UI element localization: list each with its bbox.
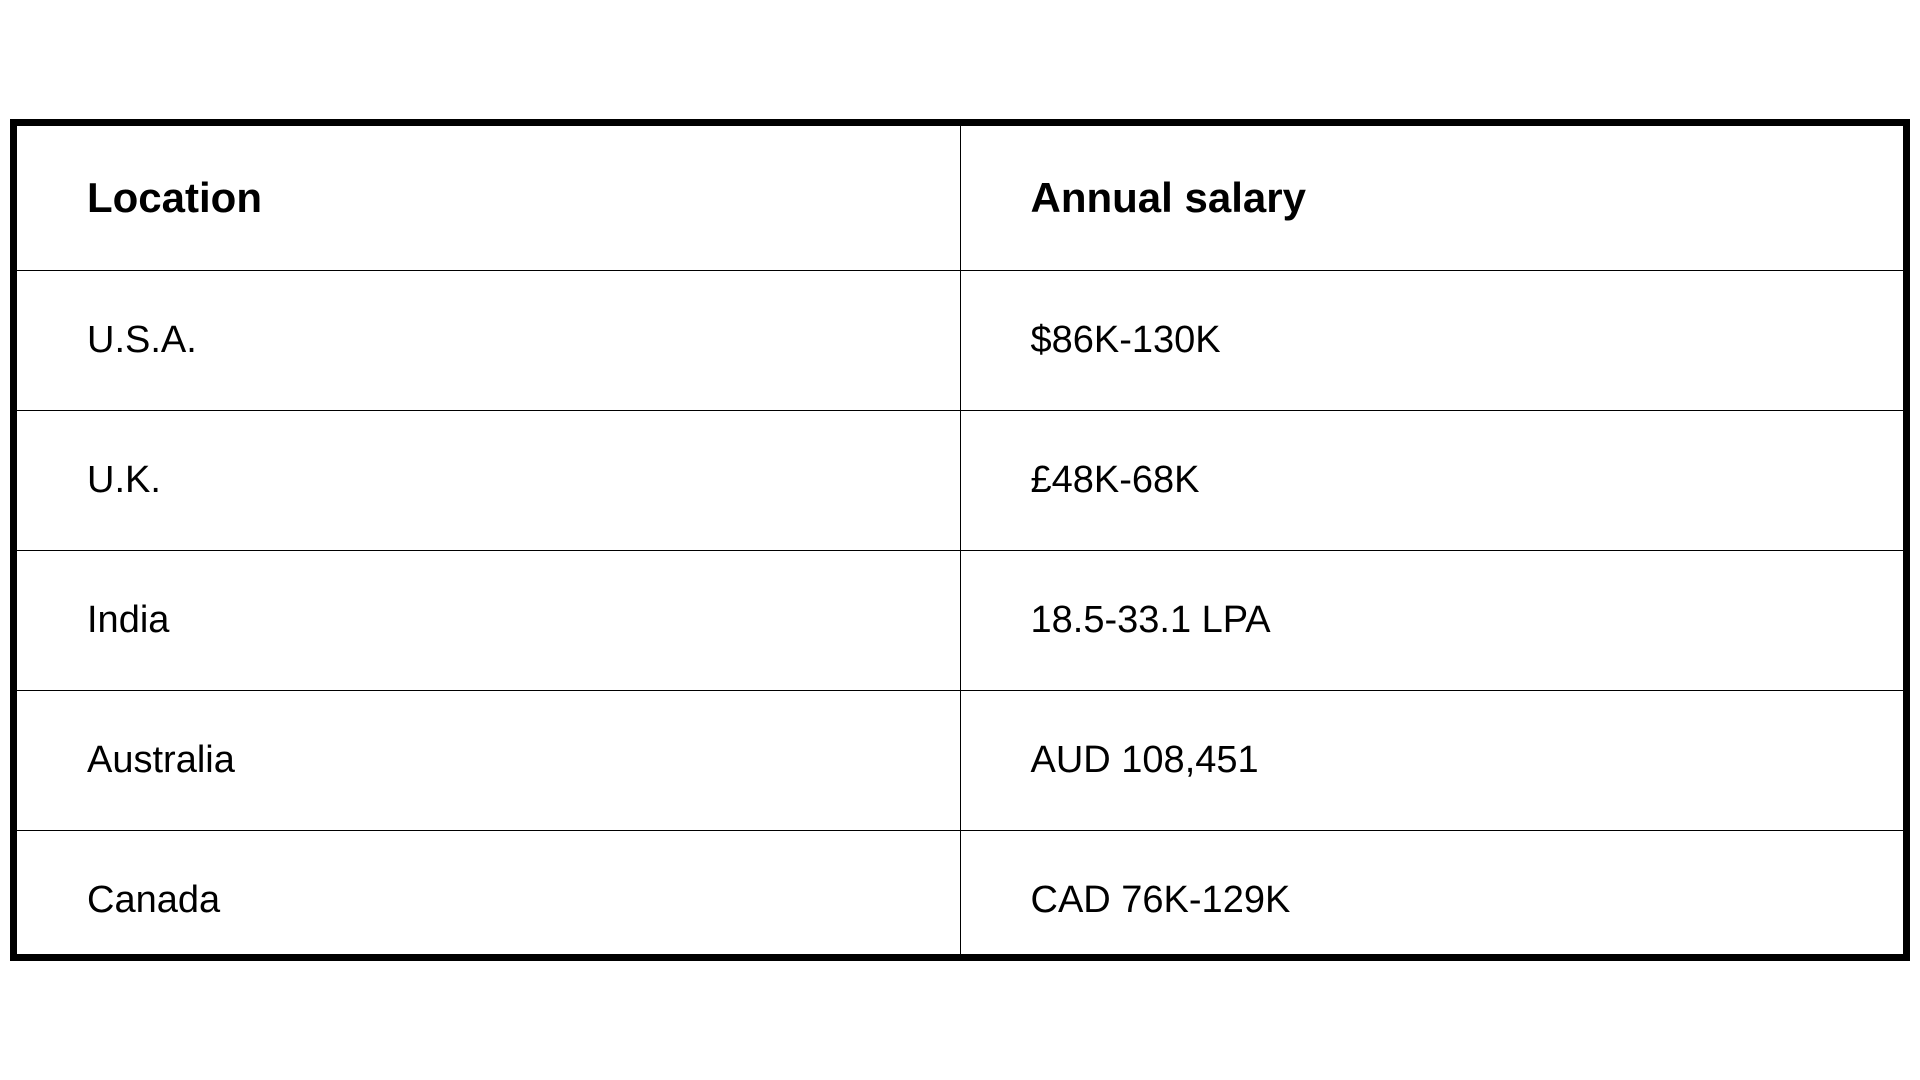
cell-salary: £48K-68K (960, 411, 1904, 551)
cell-salary: AUD 108,451 (960, 691, 1904, 831)
table-row: U.S.A. $86K-130K (17, 271, 1904, 411)
cell-salary: 18.5-33.1 LPA (960, 551, 1904, 691)
cell-location: Australia (17, 691, 961, 831)
salary-table-container: Location Annual salary U.S.A. $86K-130K … (10, 119, 1910, 961)
table-row: India 18.5-33.1 LPA (17, 551, 1904, 691)
table-row: U.K. £48K-68K (17, 411, 1904, 551)
column-header-location: Location (17, 126, 961, 271)
cell-salary: $86K-130K (960, 271, 1904, 411)
cell-location: U.K. (17, 411, 961, 551)
cell-salary: CAD 76K-129K (960, 831, 1904, 955)
table-header-row: Location Annual salary (17, 126, 1904, 271)
cell-location: India (17, 551, 961, 691)
table-row: Australia AUD 108,451 (17, 691, 1904, 831)
salary-table: Location Annual salary U.S.A. $86K-130K … (16, 125, 1904, 955)
column-header-salary: Annual salary (960, 126, 1904, 271)
table-row: Canada CAD 76K-129K (17, 831, 1904, 955)
cell-location: U.S.A. (17, 271, 961, 411)
cell-location: Canada (17, 831, 961, 955)
